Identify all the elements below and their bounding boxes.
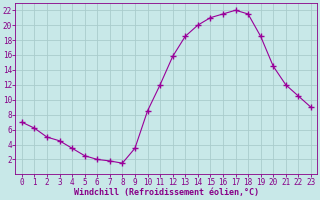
X-axis label: Windchill (Refroidissement éolien,°C): Windchill (Refroidissement éolien,°C) [74,188,259,197]
